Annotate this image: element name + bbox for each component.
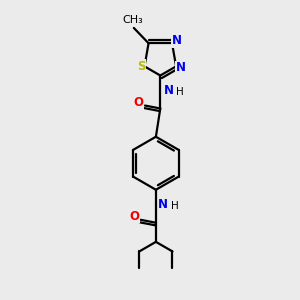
Text: N: N bbox=[176, 61, 185, 74]
Text: H: H bbox=[176, 87, 184, 97]
Text: N: N bbox=[158, 198, 168, 211]
Text: N: N bbox=[172, 34, 182, 47]
Text: N: N bbox=[164, 84, 174, 97]
Text: H: H bbox=[171, 201, 179, 211]
Text: CH₃: CH₃ bbox=[122, 15, 143, 25]
Text: S: S bbox=[137, 60, 145, 73]
Text: O: O bbox=[134, 95, 143, 109]
Text: O: O bbox=[129, 210, 139, 223]
